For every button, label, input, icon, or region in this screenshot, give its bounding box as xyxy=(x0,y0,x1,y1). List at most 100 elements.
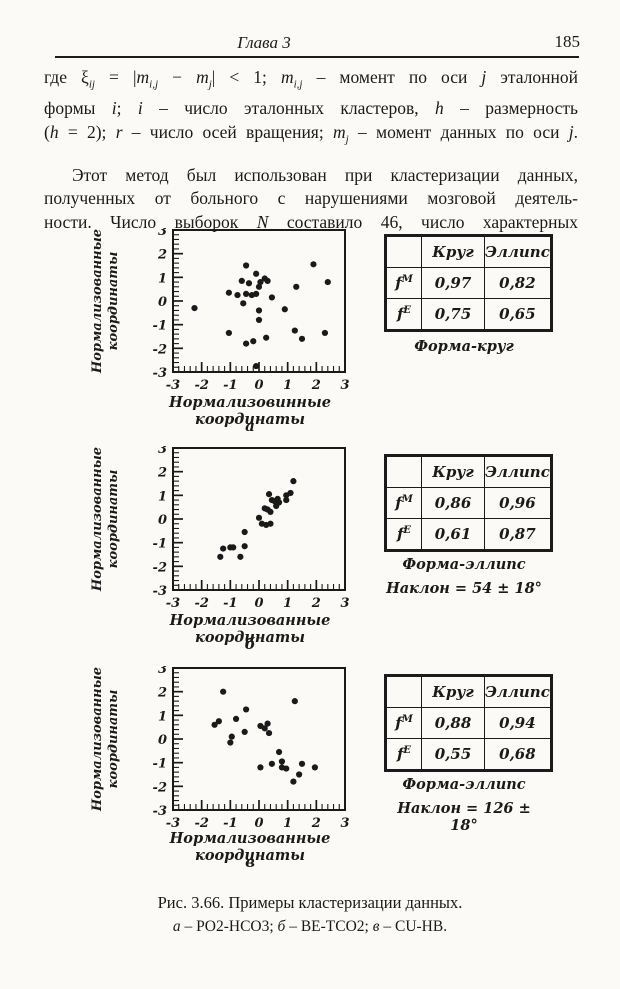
table-cell: fM xyxy=(385,487,422,519)
table-cell: Эллипс xyxy=(484,675,552,708)
table-cell: fE xyxy=(385,738,422,771)
svg-text:-1: -1 xyxy=(153,319,167,334)
svg-text:3: 3 xyxy=(158,666,167,677)
table-cell: Круг xyxy=(421,675,485,708)
text-line: ности. Число выборок N составило 46, чис… xyxy=(44,211,578,232)
svg-text:0: 0 xyxy=(158,513,167,528)
svg-text:-2: -2 xyxy=(194,378,208,393)
svg-text:-2: -2 xyxy=(153,780,167,795)
table-cell: Круг xyxy=(421,455,485,488)
chapter-title: Глава 3 xyxy=(237,33,291,52)
table-header-row: Круг Эллипс xyxy=(385,235,552,268)
table-cell: 0,86 xyxy=(421,487,485,519)
table-cell: 0,96 xyxy=(484,487,552,519)
svg-text:1: 1 xyxy=(158,489,167,504)
metrics-table-a: Круг Эллипс fM 0,97 0,82 fE 0,75 0,65 xyxy=(384,234,553,332)
y-axis-label-v: Нормализованные координаты xyxy=(90,666,121,812)
text-line: формы i; i – число эталонных кластеров, … xyxy=(44,98,578,118)
table-cell: 0,75 xyxy=(421,298,485,331)
svg-text:3: 3 xyxy=(340,816,349,831)
svg-text:-1: -1 xyxy=(223,816,237,831)
table-cell: 0,68 xyxy=(484,738,552,771)
table-cell: 0,82 xyxy=(484,267,552,299)
subfigure-label-v: в xyxy=(245,853,255,871)
svg-text:3: 3 xyxy=(340,596,349,611)
figure-caption-line2: а – PO2-HCO3; б – BE-TCO2; в – CU-HB. xyxy=(172,918,448,935)
svg-text:-1: -1 xyxy=(223,596,237,611)
table-cell: 0,88 xyxy=(421,707,485,739)
svg-text:-2: -2 xyxy=(194,816,208,831)
svg-text:1: 1 xyxy=(283,596,292,611)
table-cell: 0,61 xyxy=(421,518,485,551)
table-cell: 0,94 xyxy=(484,707,552,739)
table-caption-b2: Наклон = 54 ± 18° xyxy=(386,580,542,597)
page-number: 185 xyxy=(554,32,581,51)
table-row: fE 0,61 0,87 xyxy=(385,518,552,551)
table-cell: Эллипс xyxy=(484,455,552,488)
table-caption-b1: Форма-эллипс xyxy=(402,556,526,573)
svg-text:2: 2 xyxy=(157,686,167,701)
svg-text:3: 3 xyxy=(158,228,167,239)
svg-text:0: 0 xyxy=(254,596,263,611)
figure-caption-line1: Рис. 3.66. Примеры кластеризации данных. xyxy=(157,893,463,912)
svg-text:-1: -1 xyxy=(223,378,237,393)
svg-text:-3: -3 xyxy=(166,378,180,393)
table-cell: fE xyxy=(385,518,422,551)
x-axis-label-a: Нормализовинные координаты xyxy=(169,394,331,428)
svg-text:-2: -2 xyxy=(194,596,208,611)
table-caption-v2: Наклон = 126 ± 18° xyxy=(397,800,531,834)
svg-text:-1: -1 xyxy=(153,757,167,772)
table-cell: 0,87 xyxy=(484,518,552,551)
table-cell: 0,97 xyxy=(421,267,485,299)
scatter-plot-a: 3 2 1 0 -1 -2 -3-3 -2 -1 0 1 2 3 xyxy=(153,228,350,393)
svg-text:-2: -2 xyxy=(153,560,167,575)
header-rule xyxy=(55,56,579,58)
y-axis-label-a: Нормализованные координаты xyxy=(90,228,121,374)
svg-text:3: 3 xyxy=(340,378,349,393)
svg-text:-2: -2 xyxy=(153,342,167,357)
table-caption-v1: Форма-эллипс xyxy=(402,776,526,793)
metrics-table-v: Круг Эллипс fM 0,88 0,94 fE 0,55 0,68 xyxy=(384,674,553,772)
table-cell: 0,65 xyxy=(484,298,552,331)
svg-text:2: 2 xyxy=(157,466,167,481)
table-row: fM 0,97 0,82 xyxy=(385,267,552,299)
svg-text:0: 0 xyxy=(158,733,167,748)
svg-text:2: 2 xyxy=(157,248,167,263)
paragraph-2: Этот метод был использован при кластериз… xyxy=(44,164,578,235)
svg-text:1: 1 xyxy=(158,709,167,724)
svg-text:-1: -1 xyxy=(153,537,167,552)
scatter-plot-v: 3 2 1 0 -1 -2 -3-3 -2 -1 0 1 2 3 xyxy=(153,666,350,831)
table-cell: Круг xyxy=(421,235,485,268)
subfigure-label-b: б xyxy=(244,635,256,653)
x-axis-label-b: Нормализованные координаты xyxy=(169,612,331,646)
table-cell: fE xyxy=(385,298,422,331)
table-row: fM 0,88 0,94 xyxy=(385,707,552,739)
body-text: где ξij = |mi,j − mj| < 1; mi,j – момент… xyxy=(44,66,578,234)
table-row: fE 0,75 0,65 xyxy=(385,298,552,331)
text-line: где ξij = |mi,j − mj| < 1; mi,j – момент… xyxy=(44,67,578,91)
svg-text:-3: -3 xyxy=(153,584,167,599)
subfigure-label-a: а xyxy=(245,417,255,435)
table-row: fM 0,86 0,96 xyxy=(385,487,552,519)
scatter-plot-b: 3 2 1 0 -1 -2 -3-3 -2 -1 0 1 2 3 xyxy=(153,446,350,611)
svg-text:0: 0 xyxy=(158,295,167,310)
table-cell: Эллипс xyxy=(484,235,552,268)
svg-text:0: 0 xyxy=(254,378,263,393)
table-cell: 0,55 xyxy=(421,738,485,771)
svg-text:2: 2 xyxy=(311,378,321,393)
svg-text:-3: -3 xyxy=(166,596,180,611)
svg-text:1: 1 xyxy=(158,271,167,286)
svg-text:-3: -3 xyxy=(166,816,180,831)
text-line: Этот метод был использован при кластериз… xyxy=(72,164,578,185)
table-cell xyxy=(385,455,422,488)
svg-text:3: 3 xyxy=(158,446,167,457)
table-row: fE 0,55 0,68 xyxy=(385,738,552,771)
svg-text:1: 1 xyxy=(283,816,292,831)
table-cell: fM xyxy=(385,267,422,299)
text-line: полученных от больного с нарушениями моз… xyxy=(44,188,578,208)
svg-text:0: 0 xyxy=(254,816,263,831)
svg-text:-3: -3 xyxy=(153,366,167,381)
y-axis-label-b: Нормализованные координаты xyxy=(90,446,121,592)
x-axis-label-v: Нормализованные координаты xyxy=(169,830,331,864)
